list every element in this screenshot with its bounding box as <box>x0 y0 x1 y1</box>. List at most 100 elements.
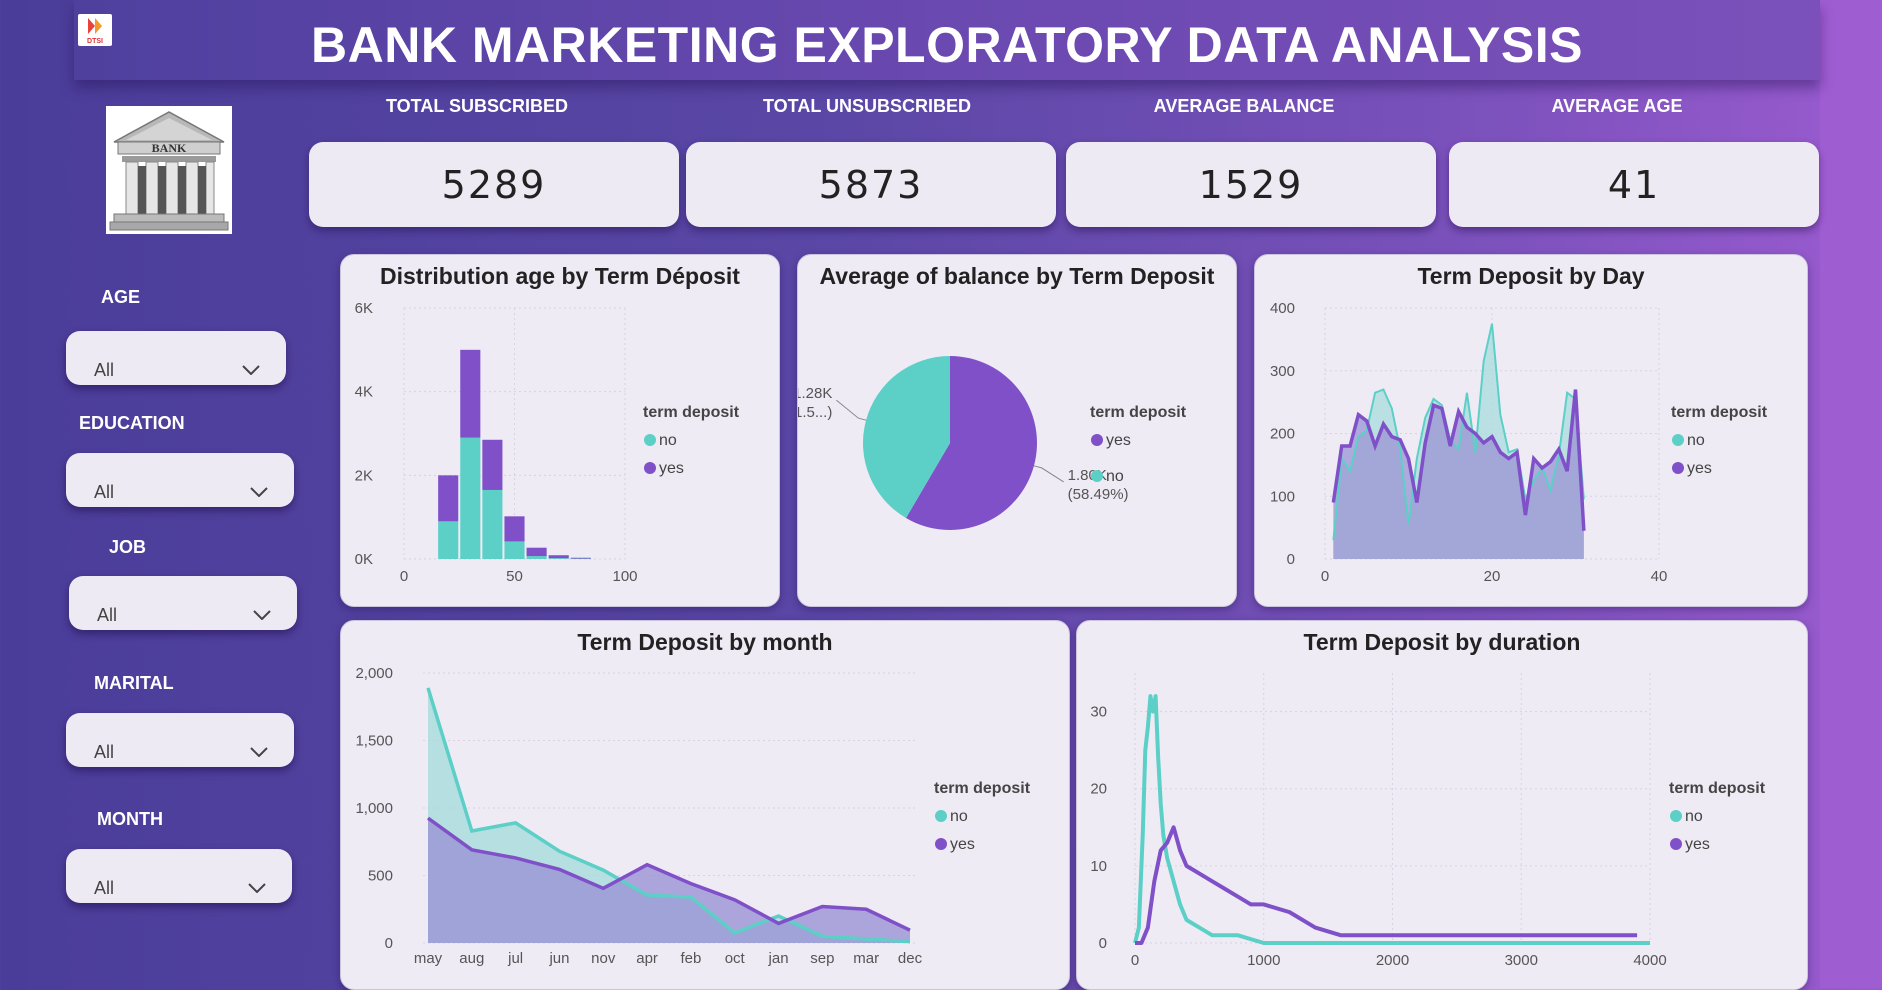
bar-no <box>460 438 480 559</box>
x-tick-label: 4000 <box>1633 952 1666 969</box>
education-dropdown[interactable]: All <box>66 453 294 507</box>
legend-label-no: no <box>1106 468 1124 485</box>
x-tick-label: 40 <box>1651 568 1668 585</box>
x-tick-label: 0 <box>1131 952 1139 969</box>
chevron-down-icon <box>250 487 268 497</box>
bar-yes <box>504 516 524 541</box>
legend-label-no: no <box>1687 432 1705 449</box>
bar-no <box>482 490 502 559</box>
balance-pie-chart: 1.80K(58.49%)1.28K(41.5...)term deposity… <box>798 255 1236 606</box>
x-tick-label: may <box>414 950 443 967</box>
chevron-down-icon <box>253 610 271 620</box>
legend-marker-no <box>644 434 656 446</box>
kpi-label-age: AVERAGE AGE <box>1437 96 1797 117</box>
kpi-value: 5289 <box>442 163 547 207</box>
y-tick-label: 100 <box>1270 488 1295 505</box>
x-tick-label: 1000 <box>1247 952 1280 969</box>
x-tick-label: 50 <box>506 568 523 585</box>
x-tick-label: sep <box>810 950 834 967</box>
company-logo: DTSI <box>78 14 112 46</box>
bar-no <box>527 556 547 559</box>
legend-label-no: no <box>659 432 677 449</box>
filter-label-job: JOB <box>109 537 146 558</box>
y-tick-label: 300 <box>1270 363 1295 380</box>
filter-label-age: AGE <box>101 287 140 308</box>
bank-image: BANK <box>106 106 232 234</box>
y-tick-label: 0 <box>1287 551 1295 568</box>
dropdown-value: All <box>94 742 114 763</box>
x-tick-label: 20 <box>1484 568 1501 585</box>
legend-marker-no <box>1672 434 1684 446</box>
x-tick-label: 0 <box>1321 568 1329 585</box>
dropdown-value: All <box>94 482 114 503</box>
y-tick-label: 500 <box>368 868 393 885</box>
kpi-label-unsubscribed: TOTAL UNSUBSCRIBED <box>687 96 1047 117</box>
logo-text: DTSI <box>87 38 103 45</box>
job-dropdown[interactable]: All <box>69 576 297 630</box>
legend-label-no: no <box>950 808 968 825</box>
legend-label-yes: yes <box>659 460 684 477</box>
filter-label-education: EDUCATION <box>79 413 185 434</box>
series-line-yes <box>1135 827 1637 943</box>
dropdown-value: All <box>97 605 117 626</box>
y-tick-label: 200 <box>1270 426 1295 443</box>
pie-leader-line <box>1034 466 1064 482</box>
chevron-down-icon <box>248 883 266 893</box>
y-tick-label: 10 <box>1090 858 1107 875</box>
kpi-value: 1529 <box>1199 163 1304 207</box>
legend-marker-yes <box>644 462 656 474</box>
chart-card-balance: Average of balance by Term Deposit 1.80K… <box>797 254 1237 607</box>
legend-label-yes: yes <box>1687 460 1712 477</box>
kpi-value: 5873 <box>819 163 924 207</box>
x-tick-label: 2000 <box>1376 952 1409 969</box>
kpi-card-balance: 1529 <box>1066 142 1436 227</box>
bar-yes <box>549 555 569 558</box>
x-tick-label: jul <box>507 950 523 967</box>
legend-title: term deposit <box>643 404 740 421</box>
x-tick-label: 3000 <box>1505 952 1538 969</box>
filter-label-marital: MARITAL <box>94 673 174 694</box>
x-tick-label: 100 <box>612 568 637 585</box>
bar-yes <box>571 558 591 559</box>
y-tick-label: 4K <box>355 384 373 401</box>
y-tick-label: 400 <box>1270 300 1295 317</box>
bar-no <box>504 541 524 559</box>
age-dropdown[interactable]: All <box>66 331 286 385</box>
dropdown-value: All <box>94 878 114 899</box>
pie-data-label: 1.28K <box>798 385 832 402</box>
legend-label-no: no <box>1685 808 1703 825</box>
y-tick-label: 1,000 <box>355 800 393 817</box>
y-tick-label: 6K <box>355 300 373 317</box>
marital-dropdown[interactable]: All <box>66 713 294 767</box>
kpi-card-unsubscribed: 5873 <box>686 142 1056 227</box>
right-edge-strip <box>1820 0 1882 988</box>
x-tick-label: feb <box>680 950 701 967</box>
legend-title: term deposit <box>1090 404 1187 421</box>
bar-yes <box>438 475 458 521</box>
kpi-value: 41 <box>1608 163 1660 207</box>
legend-marker-no <box>1091 470 1103 482</box>
bar-yes <box>460 350 480 438</box>
bar-no <box>549 558 569 559</box>
x-tick-label: apr <box>636 950 658 967</box>
y-tick-label: 2K <box>355 467 373 484</box>
logo-icon: DTSI <box>78 14 112 46</box>
legend-title: term deposit <box>934 780 1031 797</box>
y-tick-label: 0K <box>355 551 373 568</box>
y-tick-label: 2,000 <box>355 665 393 682</box>
bar-no <box>438 521 458 559</box>
legend-marker-yes <box>935 838 947 850</box>
month-dropdown[interactable]: All <box>66 849 292 903</box>
x-tick-label: nov <box>591 950 616 967</box>
kpi-label-balance: AVERAGE BALANCE <box>1064 96 1424 117</box>
legend-label-yes: yes <box>1106 432 1131 449</box>
pie-pct-label: (58.49%) <box>1068 486 1129 503</box>
x-tick-label: jun <box>548 950 569 967</box>
